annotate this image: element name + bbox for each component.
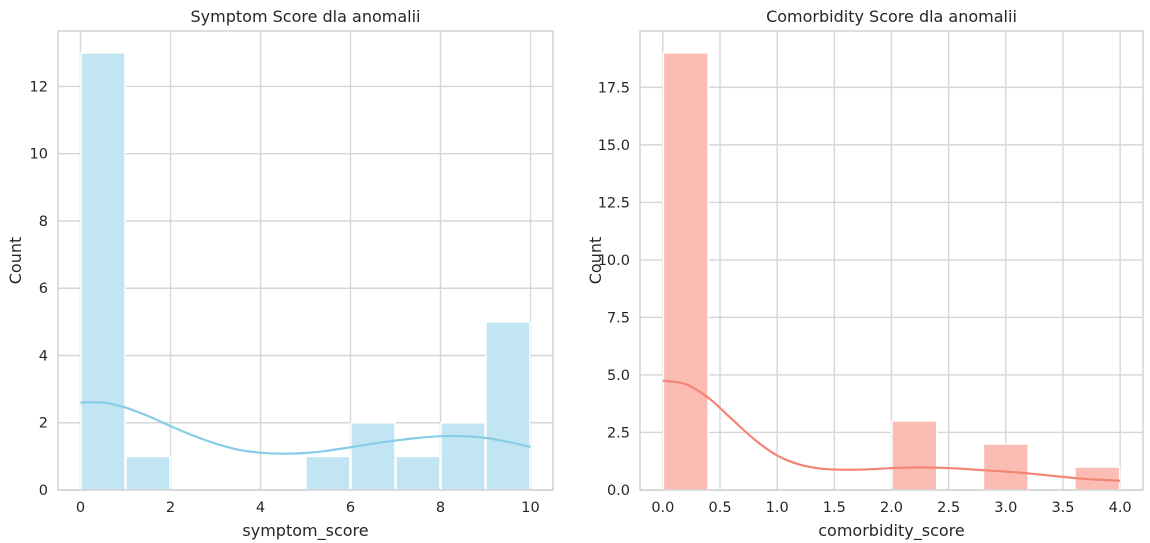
histogram-bar: [485, 321, 531, 491]
x-tick-label: 3.5: [1051, 500, 1074, 516]
y-tick-label: 7.5: [607, 310, 630, 326]
x-axis-label: comorbidity_score: [818, 521, 964, 541]
y-tick-label: 10.0: [598, 253, 630, 269]
symptom-score-chart: 0 2 4 6 8 10 0 2 4 6 8 10 12 Symptom Score dla anomal…: [6, 7, 554, 541]
x-tick-label: 4: [256, 500, 265, 516]
x-tick-label: 2.5: [937, 500, 960, 516]
x-axis-label: symptom_score: [242, 521, 368, 541]
y-tick-label: 0.0: [607, 483, 630, 499]
y-tick-label: 2: [39, 416, 48, 432]
x-tick-label: 0.5: [708, 500, 731, 516]
x-tick-label: 10: [521, 500, 539, 516]
x-tick-label: 0.0: [651, 500, 674, 516]
x-tick-label: 3.0: [994, 500, 1017, 516]
histogram-bar: [80, 52, 126, 491]
y-axis-label: Count: [586, 237, 605, 285]
bars: [662, 52, 1121, 491]
kde-line: [80, 401, 531, 455]
y-tick-label: 15.0: [598, 138, 630, 154]
y-tick-label: 0: [39, 483, 48, 499]
histogram-bar: [305, 455, 351, 491]
x-tick-label: 4.0: [1109, 500, 1132, 516]
y-axis-label: Count: [6, 237, 25, 285]
y-tick-label: 17.5: [598, 80, 630, 96]
kde-line: [662, 379, 1121, 482]
x-tick-label: 2.0: [880, 500, 903, 516]
histogram-bar: [125, 455, 171, 491]
plot-area: [58, 31, 553, 490]
y-tick-label: 2.5: [607, 425, 630, 441]
y-tick-label: 6: [39, 281, 48, 297]
x-tick-label: 1.0: [766, 500, 789, 516]
y-tick-label: 12: [30, 79, 48, 95]
histogram-bar: [982, 443, 1029, 491]
y-tick-label: 8: [39, 214, 48, 230]
y-tick-label: 10: [30, 147, 48, 163]
x-tick-label: 8: [436, 500, 445, 516]
grid: [58, 31, 553, 491]
chart-title: Symptom Score dla anomalii: [191, 7, 421, 26]
x-tick-label: 0: [76, 500, 85, 516]
comorbidity-score-chart: 0.0 0.5 1.0 1.5 2.0 2.5 3.0 3.5 4.0 0.0 2.5 5.0 7.5 1…: [586, 7, 1144, 541]
histogram-bar: [440, 421, 486, 491]
x-tick-label: 1.5: [823, 500, 846, 516]
histogram-bar: [350, 421, 396, 491]
y-tick-label: 5.0: [607, 368, 630, 384]
histogram-bar: [662, 52, 709, 491]
histogram-bar: [891, 420, 938, 491]
plot-frame: [57, 30, 554, 491]
y-tick-label: 12.5: [598, 195, 630, 211]
histogram-bar: [395, 455, 441, 491]
bars: [80, 52, 531, 491]
y-tick-label: 4: [39, 348, 48, 364]
x-tick-label: 6: [346, 500, 355, 516]
chart-title: Comorbidity Score dla anomalii: [766, 7, 1017, 26]
x-tick-label: 2: [166, 500, 175, 516]
plot-frame: [639, 30, 1144, 491]
